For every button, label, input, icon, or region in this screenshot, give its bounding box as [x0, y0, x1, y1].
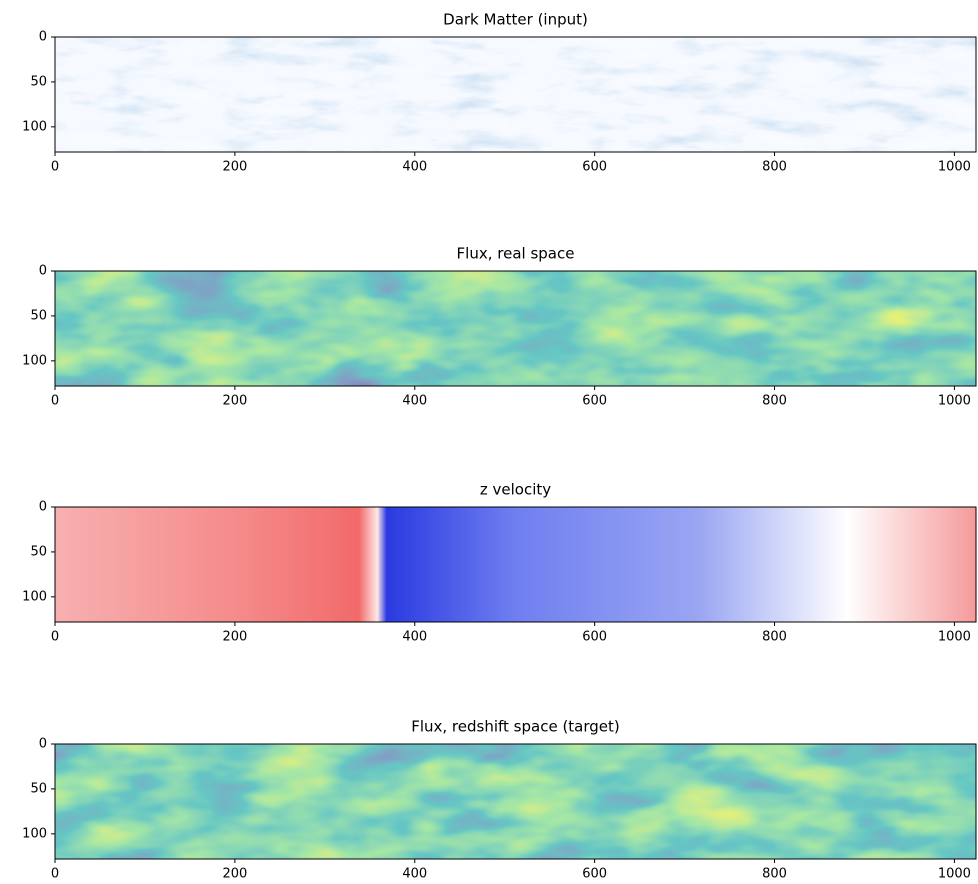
y-tick-label: 50	[30, 781, 47, 796]
image	[55, 271, 976, 386]
x-tick-label: 600	[582, 160, 607, 175]
x-tick-label: 800	[762, 394, 787, 409]
x-tick-label: 200	[222, 160, 247, 175]
x-tick-label: 0	[51, 867, 59, 882]
y-tick-label: 0	[39, 264, 47, 279]
image	[55, 744, 976, 859]
x-tick-label: 200	[222, 867, 247, 882]
y-tick-label: 50	[30, 544, 47, 559]
y-tick-label: 100	[22, 589, 47, 604]
y-tick-label: 100	[22, 119, 47, 134]
figure: Dark Matter (input)020040060080010000501…	[0, 0, 978, 884]
chart-title: Flux, redshift space (target)	[411, 718, 620, 736]
x-tick-label: 600	[582, 867, 607, 882]
x-tick-label: 400	[402, 394, 427, 409]
x-tick-label: 200	[222, 630, 247, 645]
y-tick-label: 50	[30, 308, 47, 323]
x-tick-label: 600	[582, 394, 607, 409]
image	[55, 507, 976, 622]
y-tick-label: 0	[39, 30, 47, 45]
x-tick-label: 400	[402, 630, 427, 645]
chart-title: z velocity	[480, 481, 551, 499]
x-tick-label: 400	[402, 160, 427, 175]
chart-title: Flux, real space	[457, 245, 575, 263]
x-tick-label: 200	[222, 394, 247, 409]
x-tick-label: 1000	[938, 867, 971, 882]
x-tick-label: 800	[762, 867, 787, 882]
x-tick-label: 800	[762, 630, 787, 645]
y-tick-label: 0	[39, 737, 47, 752]
image	[55, 37, 976, 152]
x-tick-label: 0	[51, 630, 59, 645]
x-tick-label: 0	[51, 394, 59, 409]
x-tick-label: 0	[51, 160, 59, 175]
y-tick-label: 50	[30, 74, 47, 89]
y-tick-label: 0	[39, 500, 47, 515]
x-tick-label: 400	[402, 867, 427, 882]
x-tick-label: 600	[582, 630, 607, 645]
y-tick-label: 100	[22, 826, 47, 841]
y-tick-label: 100	[22, 353, 47, 368]
x-tick-label: 1000	[938, 394, 971, 409]
x-tick-label: 1000	[938, 160, 971, 175]
x-tick-label: 1000	[938, 630, 971, 645]
x-tick-label: 800	[762, 160, 787, 175]
chart-title: Dark Matter (input)	[443, 11, 588, 29]
